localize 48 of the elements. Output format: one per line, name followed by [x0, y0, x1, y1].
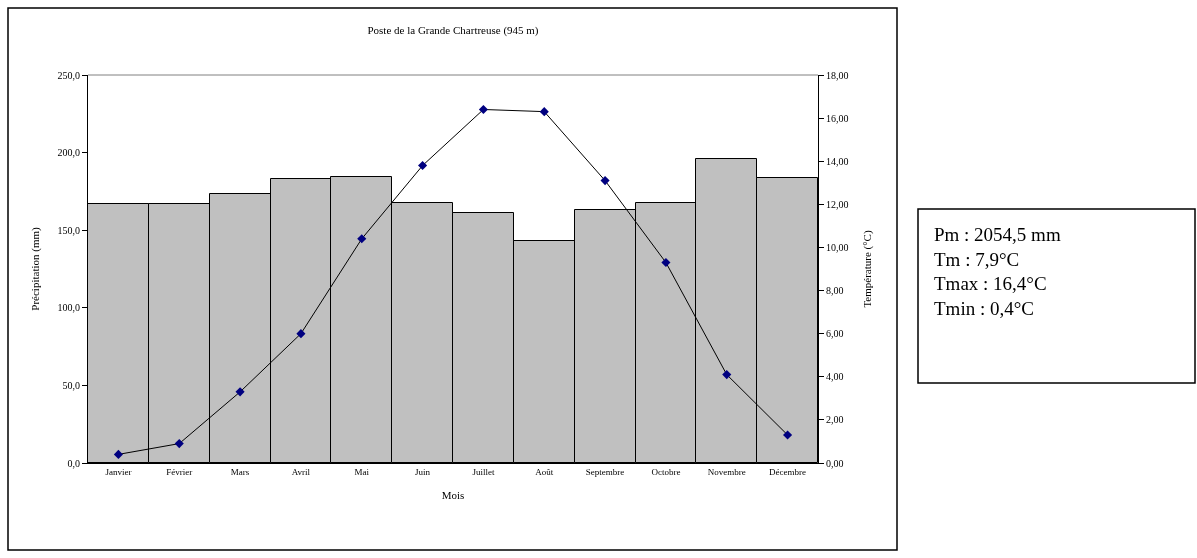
x-tick-label: Août: [535, 466, 554, 477]
text: Tmin : 0,4°C: [934, 298, 1034, 320]
text: Tmax : 16,4°C: [934, 273, 1047, 295]
x-tick-label: Septembre: [585, 466, 625, 477]
x-axis-title: Mois: [441, 489, 465, 501]
y2-tick-label: 18,00: [826, 69, 849, 81]
point: [418, 160, 428, 171]
x-tick-label: Juin: [415, 466, 431, 477]
y2-tick-label: 0,00: [826, 457, 844, 469]
y2-tick-label: 16,00: [826, 112, 849, 124]
point: [113, 449, 123, 459]
y2-tick-label: 14,00: [826, 155, 849, 167]
y-tick-label: 50,0: [62, 379, 80, 391]
point: [600, 176, 610, 186]
point: [783, 430, 793, 440]
point: [661, 257, 671, 268]
point: [539, 107, 549, 117]
y-tick-label: 150,0: [57, 224, 80, 236]
y2-tick-label: 4,00: [826, 371, 844, 383]
text: Tm : 7,9°C: [934, 248, 1020, 270]
y-tick-label: 0,0: [67, 457, 80, 469]
x-tick-label: Octobre: [651, 466, 681, 477]
y2-tick-label: 12,00: [826, 198, 849, 210]
x-tick-label: Mai: [354, 466, 370, 477]
y-axis-title: Précipitation (mm): [29, 226, 43, 311]
y2-tick-label: 6,00: [826, 328, 844, 340]
y2-tick-label: 10,00: [826, 241, 849, 253]
y2-tick-label: 8,00: [826, 285, 844, 297]
point: [174, 439, 184, 449]
point: [357, 234, 367, 244]
point: [722, 370, 732, 380]
x-tick-label: Novembre: [707, 466, 746, 477]
y-tick-label: 250,0: [57, 69, 80, 81]
x-tick-label: Février: [166, 466, 193, 477]
point: [296, 329, 306, 339]
point: [235, 387, 245, 397]
y2-axis-title: Température (°C): [860, 230, 874, 308]
x-tick-label: Mars: [230, 466, 250, 477]
x-tick-label: Janvier: [105, 466, 132, 477]
point: [478, 104, 488, 115]
x-tick-label: Avril: [291, 466, 311, 477]
x-tick-label: Décembre: [769, 466, 807, 477]
text: Pm : 2054,5 mm: [934, 224, 1061, 245]
y-tick-label: 100,0: [57, 302, 80, 314]
chart-title: Poste de la Grande Chartreuse (945 m): [367, 23, 539, 37]
y2-tick-label: 2,00: [826, 414, 844, 426]
y-tick-label: 200,0: [57, 147, 80, 159]
x-tick-label: Juillet: [472, 466, 495, 477]
